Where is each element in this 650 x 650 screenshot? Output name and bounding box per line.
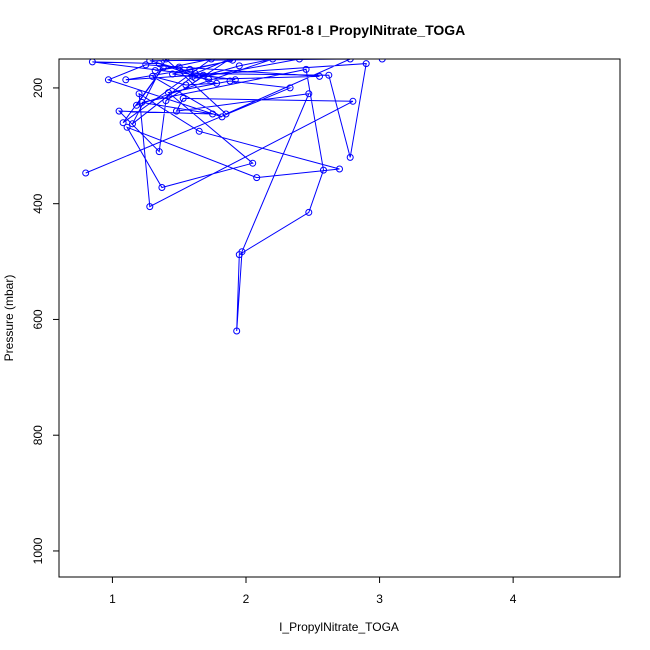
data-point xyxy=(122,76,130,84)
x-axis: 1 2 3 4 xyxy=(109,577,517,606)
data-point xyxy=(88,59,96,66)
data-point xyxy=(186,65,194,73)
data-point xyxy=(286,84,294,92)
data-point xyxy=(165,89,172,97)
data-point xyxy=(173,107,180,115)
data-point xyxy=(142,61,150,69)
data-point xyxy=(316,72,323,80)
data-point xyxy=(305,208,313,216)
data-point xyxy=(305,90,313,98)
data-point xyxy=(302,65,310,73)
data-point xyxy=(149,72,156,80)
data-point xyxy=(162,59,170,63)
data-point xyxy=(151,67,159,75)
data-point xyxy=(207,59,215,63)
x-tick-label: 2 xyxy=(243,592,250,606)
data-point xyxy=(175,63,183,71)
data-point xyxy=(146,59,154,65)
data-point xyxy=(119,119,127,127)
data-point xyxy=(82,169,90,177)
data-point xyxy=(378,59,386,63)
data-point xyxy=(320,166,327,174)
y-tick-label: 800 xyxy=(31,425,45,445)
data-point xyxy=(199,71,207,79)
plot-area xyxy=(82,59,386,335)
data-point xyxy=(235,251,243,259)
data-point xyxy=(325,71,333,79)
data-point xyxy=(213,79,221,87)
x-tick-label: 4 xyxy=(510,592,517,606)
data-point xyxy=(336,165,343,173)
data-point xyxy=(209,110,217,118)
data-point xyxy=(362,60,370,68)
y-axis-label: Pressure (mbar) xyxy=(2,275,16,362)
data-point xyxy=(155,148,163,156)
data-point xyxy=(249,159,257,167)
data-point xyxy=(162,97,170,105)
data-point xyxy=(349,97,357,105)
data-point xyxy=(104,76,112,84)
data-point xyxy=(295,59,303,63)
data-point xyxy=(135,90,143,98)
data-point xyxy=(179,94,187,102)
data-point xyxy=(155,60,163,68)
y-tick-label: 600 xyxy=(31,309,45,329)
data-point xyxy=(182,81,190,89)
data-point xyxy=(229,59,237,64)
y-tick-label: 400 xyxy=(31,193,45,213)
y-tick-label: 1000 xyxy=(31,537,45,564)
x-tick-label: 1 xyxy=(109,592,116,606)
series-line xyxy=(85,59,383,332)
data-point xyxy=(269,59,277,63)
data-point xyxy=(231,76,239,84)
data-point xyxy=(159,64,167,72)
data-point xyxy=(169,70,176,78)
data-point xyxy=(222,110,230,118)
y-axis: 200 400 600 800 1000 xyxy=(31,78,59,564)
y-tick-label: 200 xyxy=(31,78,45,98)
x-axis-label: I_PropylNitrate_TOGA xyxy=(279,620,399,634)
data-point xyxy=(123,123,131,131)
data-point xyxy=(346,153,354,161)
data-point xyxy=(146,203,154,211)
data-point xyxy=(133,101,140,109)
data-point xyxy=(115,107,123,115)
x-tick-label: 3 xyxy=(376,592,383,606)
data-point xyxy=(346,59,354,63)
data-point xyxy=(158,184,166,191)
data-point xyxy=(138,98,146,106)
data-point xyxy=(233,327,241,335)
data-point xyxy=(195,127,203,135)
data-point xyxy=(235,62,243,70)
data-point xyxy=(253,174,261,182)
data-point xyxy=(191,74,199,82)
data-point xyxy=(226,77,234,85)
data-point xyxy=(205,75,213,83)
chart-title: ORCAS RF01-8 I_PropylNitrate_TOGA xyxy=(213,22,466,38)
data-point xyxy=(129,120,136,128)
plot-frame xyxy=(58,58,621,578)
